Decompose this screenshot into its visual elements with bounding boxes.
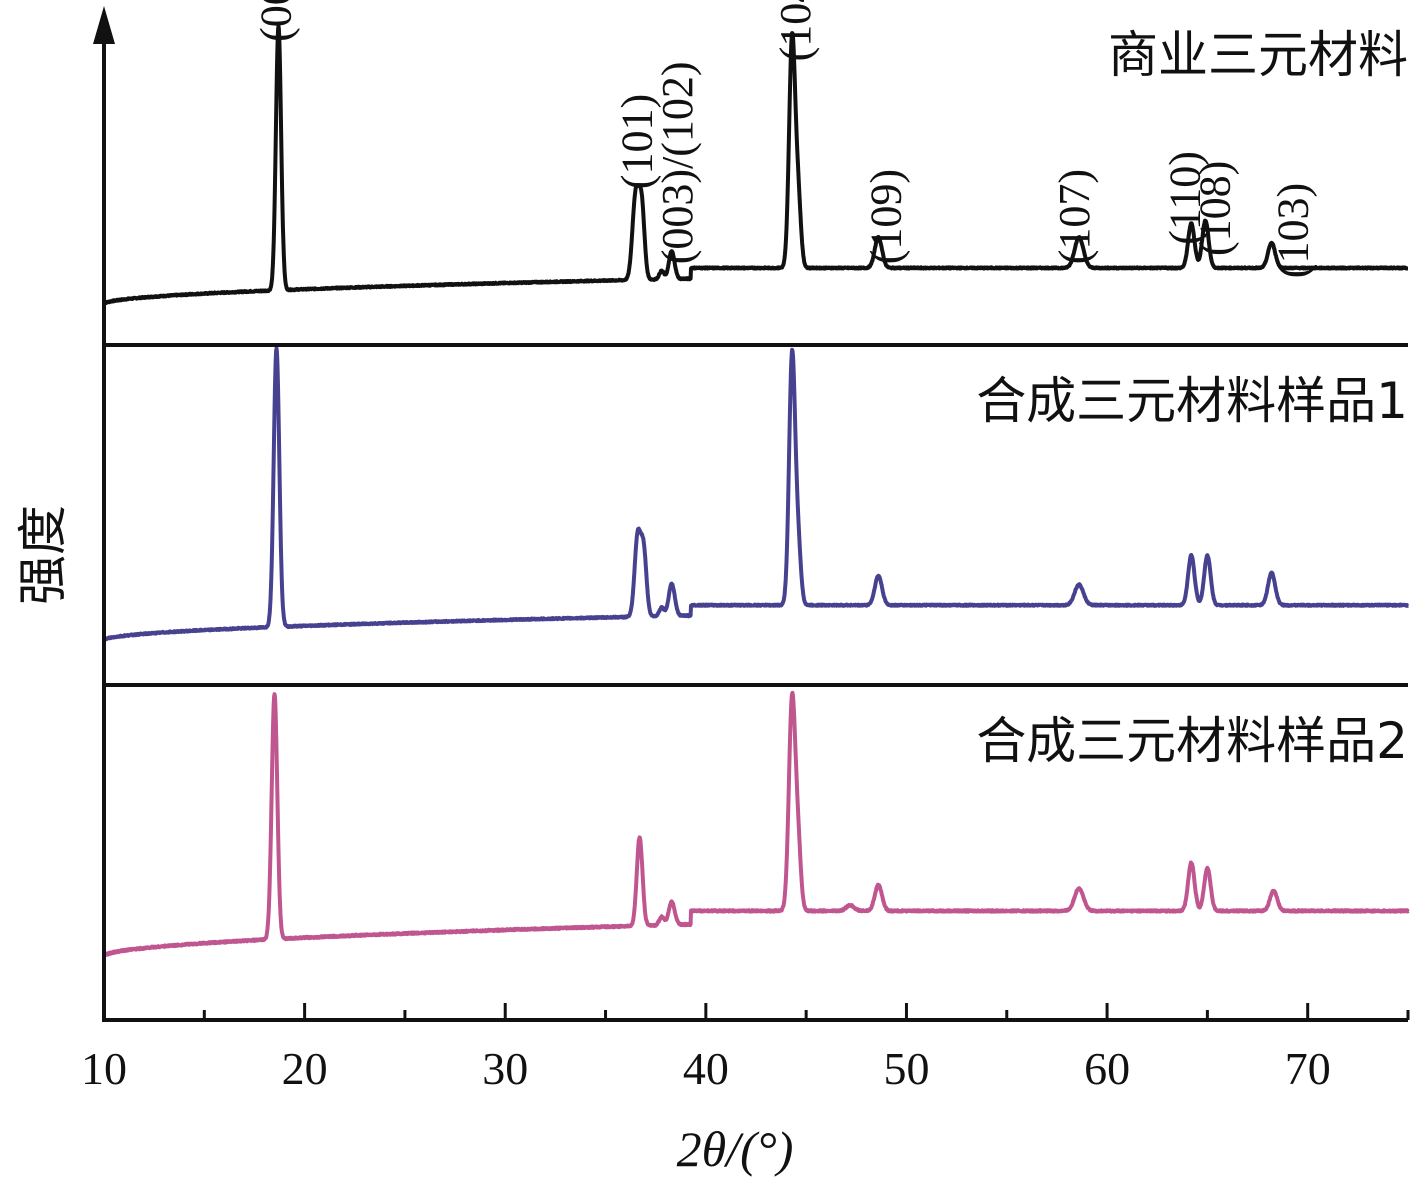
peak-label: (108) bbox=[1190, 161, 1239, 256]
x-tick-label: 70 bbox=[1285, 1043, 1331, 1094]
x-tick-label: 60 bbox=[1084, 1043, 1130, 1094]
y-axis-arrow-icon bbox=[93, 6, 115, 44]
x-tick-label: 20 bbox=[282, 1043, 328, 1094]
x-tick-label: 40 bbox=[683, 1043, 729, 1094]
peak-label: (003) bbox=[252, 0, 301, 42]
peak-label: (103) bbox=[1269, 183, 1318, 278]
series-line-2 bbox=[102, 346, 1410, 642]
x-axis-label: 2θ/(°) bbox=[677, 1121, 794, 1177]
series-line-1 bbox=[102, 24, 1410, 306]
series-name-1: 商业三元材料 bbox=[1108, 26, 1408, 84]
x-tick-label: 50 bbox=[883, 1043, 929, 1094]
peak-label: (110) bbox=[1160, 151, 1209, 245]
series-name-2: 合成三元材料样品1 bbox=[976, 372, 1408, 430]
series-name-3: 合成三元材料样品2 bbox=[976, 712, 1408, 770]
peak-label: (003)/(102) bbox=[653, 61, 702, 264]
peak-label: (109) bbox=[861, 169, 910, 264]
axes: 10 20 30 40 50 60 70 bbox=[81, 6, 1410, 1094]
x-tick-label: 10 bbox=[81, 1043, 127, 1094]
series-line-3 bbox=[102, 690, 1410, 958]
peak-label: (101) bbox=[613, 94, 662, 189]
peak-label: (104) bbox=[771, 0, 820, 61]
y-axis-label: 强度 bbox=[14, 505, 72, 605]
peak-label: (107) bbox=[1050, 169, 1099, 264]
x-tick-label: 30 bbox=[482, 1043, 528, 1094]
peak-annotations: (003) (101)(003)/(102) (104) (109) (107) (110… bbox=[252, 0, 1318, 278]
